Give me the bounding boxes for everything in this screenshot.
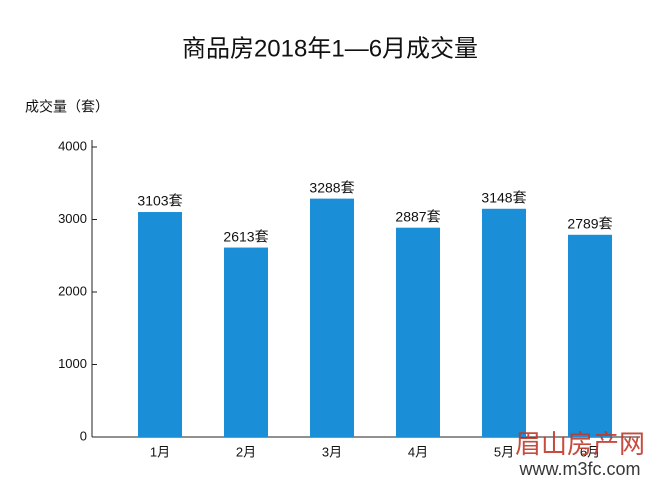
chart-title: 商品房2018年1—6月成交量: [182, 35, 478, 62]
x-tick-label: 6月: [580, 444, 600, 459]
bar: [568, 234, 612, 437]
value-label: 3103套: [137, 193, 182, 209]
bar: [310, 198, 354, 437]
x-tick-label: 4月: [408, 444, 428, 459]
x-tick-label: 1月: [150, 444, 170, 459]
x-tick-label: 5月: [494, 444, 514, 459]
y-tick-label: 2000: [58, 283, 87, 298]
value-label: 3148套: [481, 189, 526, 205]
watermark-name: 眉山房产网: [515, 429, 645, 459]
x-tick-label: 2月: [236, 444, 256, 459]
y-tick-label: 0: [80, 428, 87, 443]
value-label: 2887套: [395, 208, 440, 224]
y-axis-label: 成交量（套）: [25, 99, 109, 115]
bar: [138, 212, 182, 437]
bar: [224, 247, 268, 437]
value-label: 2789套: [567, 216, 612, 232]
y-tick-label: 4000: [58, 138, 87, 153]
bar: [396, 227, 440, 437]
watermark-url: www.m3fc.com: [518, 459, 640, 479]
value-label: 3288套: [309, 179, 354, 195]
value-label: 2613套: [223, 228, 268, 244]
y-tick-label: 3000: [58, 211, 87, 226]
x-tick-label: 3月: [322, 444, 342, 459]
y-tick-label: 1000: [58, 356, 87, 371]
bar: [482, 208, 526, 437]
